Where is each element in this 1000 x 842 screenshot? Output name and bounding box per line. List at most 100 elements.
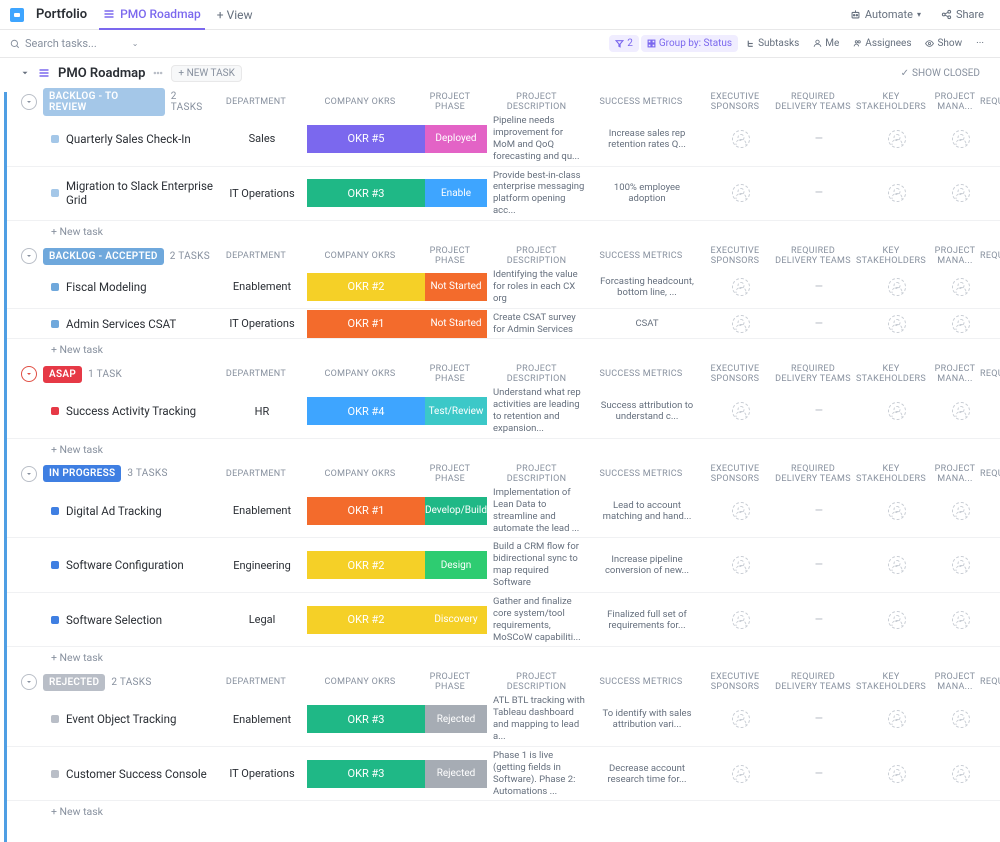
- manager-cell[interactable]: [936, 502, 986, 520]
- phase-cell[interactable]: Design: [425, 551, 487, 579]
- sponsor-cell[interactable]: [702, 710, 780, 728]
- sponsor-cell[interactable]: [702, 611, 780, 629]
- new-task-row[interactable]: + New task: [7, 801, 1000, 822]
- delivery-cell[interactable]: –: [780, 557, 858, 573]
- manager-cell[interactable]: [936, 556, 986, 574]
- stakeholder-cell[interactable]: [858, 611, 936, 629]
- collapse-group-button[interactable]: [21, 94, 37, 110]
- sponsor-cell[interactable]: [702, 315, 780, 333]
- sponsor-cell[interactable]: [702, 278, 780, 296]
- phase-cell[interactable]: Not Started: [425, 310, 487, 338]
- task-row[interactable]: Quarterly Sales Check-In Sales OKR #5 De…: [7, 112, 1000, 167]
- delivery-cell[interactable]: –: [780, 403, 858, 419]
- task-row[interactable]: Software Configuration Engineering OKR #…: [7, 538, 1000, 593]
- phase-cell[interactable]: Deployed: [425, 125, 487, 153]
- add-view-button[interactable]: + View: [217, 8, 253, 22]
- okr-cell[interactable]: OKR #2: [307, 551, 425, 579]
- okr-cell[interactable]: OKR #2: [307, 606, 425, 634]
- delivery-cell[interactable]: –: [780, 711, 858, 727]
- stakeholder-cell[interactable]: [858, 278, 936, 296]
- subtasks-button[interactable]: Subtasks: [740, 35, 805, 52]
- collapse-group-button[interactable]: [21, 674, 37, 690]
- task-row[interactable]: Event Object Tracking Enablement OKR #3 …: [7, 692, 1000, 747]
- stakeholder-cell[interactable]: [858, 556, 936, 574]
- phase-cell[interactable]: Discovery: [425, 606, 487, 634]
- manager-cell[interactable]: [936, 278, 986, 296]
- sponsor-cell[interactable]: [702, 556, 780, 574]
- show-closed-button[interactable]: ✓ SHOW CLOSED: [901, 68, 980, 79]
- delivery-cell[interactable]: –: [780, 612, 858, 628]
- automate-button[interactable]: Automate ▾: [844, 5, 927, 24]
- new-task-row[interactable]: + New task: [7, 439, 1000, 460]
- group-by-button[interactable]: Group by: Status: [641, 35, 738, 52]
- okr-cell[interactable]: OKR #3: [307, 760, 425, 788]
- status-tag[interactable]: BACKLOG - TO REVIEW: [43, 88, 165, 116]
- delivery-cell[interactable]: –: [780, 185, 858, 201]
- manager-cell[interactable]: [936, 765, 986, 783]
- task-row[interactable]: Success Activity Tracking HR OKR #4 Test…: [7, 384, 1000, 439]
- search-input[interactable]: Search tasks... ⌄: [10, 37, 605, 50]
- status-tag[interactable]: ASAP: [43, 366, 82, 383]
- show-button[interactable]: Show: [919, 35, 968, 52]
- stakeholder-cell[interactable]: [858, 502, 936, 520]
- new-task-row[interactable]: + New task: [7, 339, 1000, 360]
- collapse-group-button[interactable]: [21, 366, 37, 382]
- delivery-cell[interactable]: –: [780, 503, 858, 519]
- delivery-cell[interactable]: –: [780, 279, 858, 295]
- phase-cell[interactable]: Not Started: [425, 273, 487, 301]
- task-row[interactable]: Migration to Slack Enterprise Grid IT Op…: [7, 167, 1000, 222]
- task-row[interactable]: Digital Ad Tracking Enablement OKR #1 De…: [7, 484, 1000, 539]
- okr-cell[interactable]: OKR #4: [307, 397, 425, 425]
- manager-cell[interactable]: [936, 130, 986, 148]
- sponsor-cell[interactable]: [702, 130, 780, 148]
- task-row[interactable]: Admin Services CSAT IT Operations OKR #1…: [7, 309, 1000, 340]
- sponsor-cell[interactable]: [702, 502, 780, 520]
- manager-cell[interactable]: [936, 710, 986, 728]
- okr-cell[interactable]: OKR #5: [307, 125, 425, 153]
- phase-cell[interactable]: Develop/Build: [425, 497, 487, 525]
- okr-cell[interactable]: OKR #2: [307, 273, 425, 301]
- me-button[interactable]: Me: [807, 35, 845, 52]
- assignees-button[interactable]: Assignees: [847, 35, 917, 52]
- share-button[interactable]: Share: [935, 5, 990, 24]
- okr-cell[interactable]: OKR #1: [307, 310, 425, 338]
- manager-cell[interactable]: [936, 184, 986, 202]
- more-circle-icon[interactable]: [153, 68, 163, 78]
- new-task-row[interactable]: + New task: [7, 647, 1000, 668]
- delivery-cell[interactable]: –: [780, 131, 858, 147]
- stakeholder-cell[interactable]: [858, 710, 936, 728]
- new-task-button[interactable]: + NEW TASK: [171, 65, 241, 82]
- sponsor-cell[interactable]: [702, 402, 780, 420]
- okr-cell[interactable]: OKR #1: [307, 497, 425, 525]
- tab-pmo-roadmap[interactable]: PMO Roadmap: [99, 0, 205, 30]
- filter-button[interactable]: 2: [609, 35, 639, 52]
- status-tag[interactable]: IN PROGRESS: [43, 465, 121, 482]
- stakeholder-cell[interactable]: [858, 765, 936, 783]
- task-row[interactable]: Fiscal Modeling Enablement OKR #2 Not St…: [7, 266, 1000, 309]
- delivery-cell[interactable]: –: [780, 316, 858, 332]
- status-tag[interactable]: REJECTED: [43, 674, 105, 691]
- collapse-group-button[interactable]: [21, 248, 37, 264]
- manager-cell[interactable]: [936, 611, 986, 629]
- task-row[interactable]: Customer Success Console IT Operations O…: [7, 747, 1000, 802]
- phase-cell[interactable]: Test/Review: [425, 397, 487, 425]
- manager-cell[interactable]: [936, 402, 986, 420]
- collapse-icon[interactable]: [20, 68, 30, 78]
- stakeholder-cell[interactable]: [858, 130, 936, 148]
- phase-cell[interactable]: Rejected: [425, 705, 487, 733]
- manager-cell[interactable]: [936, 315, 986, 333]
- stakeholder-cell[interactable]: [858, 402, 936, 420]
- new-task-row[interactable]: + New task: [7, 221, 1000, 242]
- status-tag[interactable]: BACKLOG - ACCEPTED: [43, 248, 164, 265]
- stakeholder-cell[interactable]: [858, 184, 936, 202]
- delivery-cell[interactable]: –: [780, 766, 858, 782]
- sponsor-cell[interactable]: [702, 184, 780, 202]
- okr-cell[interactable]: OKR #3: [307, 705, 425, 733]
- phase-cell[interactable]: Rejected: [425, 760, 487, 788]
- task-row[interactable]: Software Selection Legal OKR #2 Discover…: [7, 593, 1000, 648]
- collapse-group-button[interactable]: [21, 466, 37, 482]
- sponsor-cell[interactable]: [702, 765, 780, 783]
- okr-cell[interactable]: OKR #3: [307, 179, 425, 207]
- stakeholder-cell[interactable]: [858, 315, 936, 333]
- phase-cell[interactable]: Enable: [425, 179, 487, 207]
